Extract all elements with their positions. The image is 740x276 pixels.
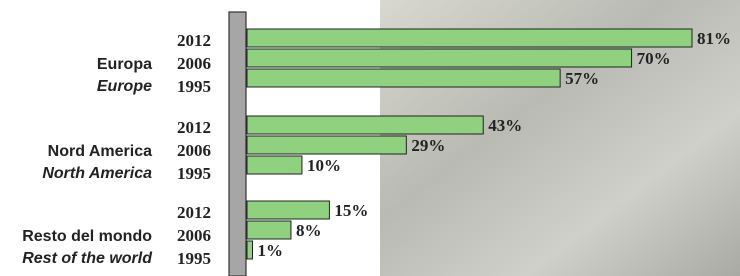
bar [247,29,692,47]
bar [247,116,483,134]
year-label: 2006 [177,141,211,160]
axis-bar [229,12,246,276]
bar [247,156,302,174]
year-label: 1995 [177,77,211,96]
group-label: Rest of the world [22,250,153,267]
bar [247,221,291,239]
year-label: 2012 [177,203,211,222]
value-label: 1% [257,241,283,260]
value-label: 10% [307,156,341,175]
year-label: 2012 [177,118,211,137]
year-label: 2006 [177,226,211,245]
value-label: 70% [637,49,671,68]
chart: Europa Europe 2012 2006 1995 81% 70% 57% Nord Am… [0,0,740,276]
bar [247,136,406,154]
year-label: 1995 [177,164,211,183]
value-label: 81% [697,29,731,48]
year-label: 1995 [177,249,211,268]
group-label: Europe [97,78,152,95]
group-label: Nord America [48,143,152,160]
year-label: 2012 [177,31,211,50]
group-label: Europa [97,56,152,73]
year-label: 2006 [177,54,211,73]
group-label: North America [42,165,152,182]
bar [247,69,560,87]
value-label: 29% [411,136,445,155]
group-label: Resto del mondo [22,228,152,245]
bar [247,201,329,219]
bar [247,49,632,67]
value-label: 57% [565,69,599,88]
value-label: 15% [334,201,368,220]
value-label: 8% [296,221,322,240]
bar [247,241,252,259]
value-label: 43% [488,116,522,135]
